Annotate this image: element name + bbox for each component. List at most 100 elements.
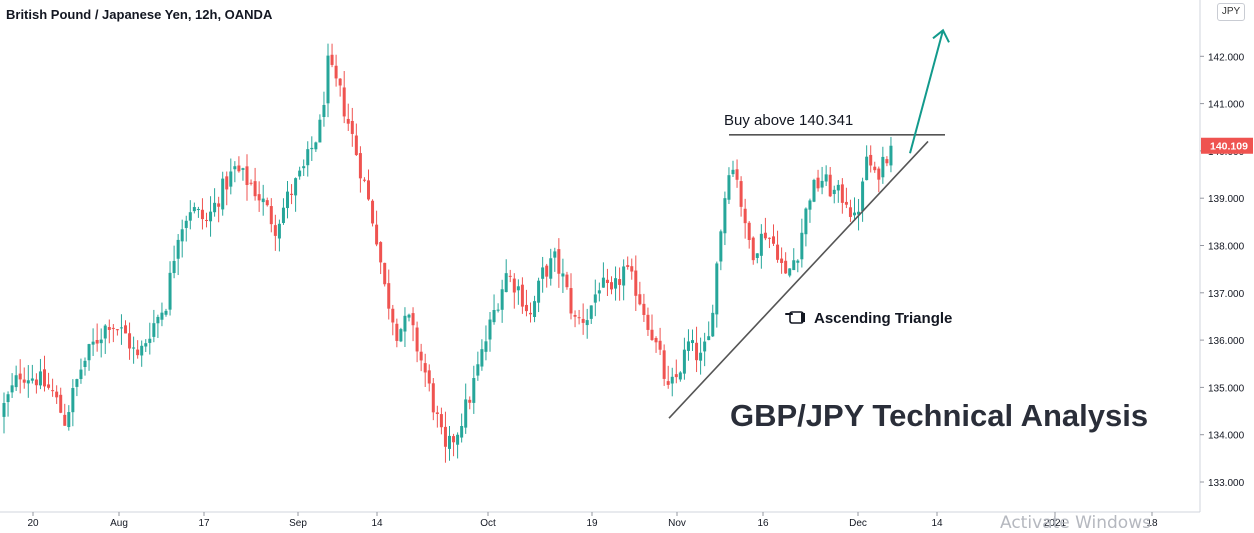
candle-body	[265, 200, 269, 206]
candle-body	[148, 338, 152, 343]
annotations-layer: Buy above 140.341 Ascending Triangle GBP…	[668, 28, 1148, 433]
currency-badge[interactable]: JPY	[1217, 3, 1245, 21]
candle-body	[205, 219, 208, 221]
candle-body	[26, 380, 30, 384]
candle-body	[844, 201, 848, 205]
candle-body	[784, 260, 788, 274]
candle-body	[585, 320, 589, 326]
candle-body	[861, 181, 865, 211]
candle-body	[541, 267, 545, 279]
y-tick-label: 133.000	[1208, 478, 1245, 489]
candle-body	[419, 351, 423, 361]
candle-body	[545, 265, 549, 277]
x-tick-label: Nov	[668, 518, 686, 529]
candle-body	[192, 207, 196, 212]
candle-body	[237, 165, 241, 172]
candle-body	[703, 341, 707, 352]
candle-body	[464, 399, 468, 428]
candle-body	[184, 220, 188, 228]
x-tick-label: 2021	[1044, 518, 1067, 529]
candle-body	[573, 315, 577, 317]
candle-body	[476, 364, 480, 376]
pointing-hand-icon	[785, 311, 805, 324]
candle-body	[468, 399, 472, 403]
candle-body	[115, 329, 119, 331]
candle-body	[504, 273, 508, 293]
candle-body	[877, 168, 881, 180]
candle-body	[529, 312, 532, 315]
candle-body	[334, 65, 338, 79]
candle-body	[176, 239, 180, 259]
y-tick-label: 136.000	[1208, 336, 1245, 347]
candle-body	[14, 375, 18, 388]
candle-body	[735, 169, 739, 180]
candle-body	[614, 278, 618, 289]
candle-body	[403, 315, 407, 332]
candle-body	[605, 279, 609, 284]
candle-body	[314, 142, 318, 150]
candle-body	[780, 258, 784, 263]
candle-body	[47, 384, 51, 388]
candle-body	[682, 349, 686, 374]
x-tick-label: Aug	[110, 518, 128, 529]
candle-body	[95, 339, 99, 344]
candle-body	[836, 184, 840, 191]
candle-body	[132, 347, 136, 349]
x-tick-label: 17	[198, 518, 210, 529]
last-price-label: 140.109	[1210, 141, 1248, 153]
candle-body	[249, 182, 253, 184]
candle-body	[22, 379, 26, 383]
candle-body	[723, 198, 727, 234]
candle-body	[168, 272, 172, 310]
candle-body	[391, 308, 395, 323]
candle-body	[379, 242, 383, 263]
x-tick-label: 16	[757, 518, 769, 529]
candle-body	[253, 181, 257, 197]
candle-body	[18, 373, 22, 380]
candle-body	[460, 426, 464, 438]
candle-body	[75, 379, 79, 387]
symbol-title: British Pound / Japanese Yen, 12h, OANDA	[6, 7, 273, 22]
candle-body	[427, 370, 431, 384]
candle-body	[87, 344, 91, 361]
candle-body	[808, 200, 812, 210]
candle-body	[695, 342, 699, 361]
candle-body	[200, 209, 204, 220]
candle-body	[261, 198, 265, 203]
last-price-tag: 140.109	[1201, 137, 1253, 154]
candle-body	[322, 104, 326, 118]
candle-body	[488, 319, 492, 340]
candle-body	[885, 159, 889, 164]
ascending-support-line[interactable]	[668, 140, 929, 419]
y-tick-label: 142.000	[1208, 52, 1245, 63]
x-tick-label: 18	[1146, 518, 1158, 529]
candle-body	[128, 333, 132, 349]
candle-body	[439, 414, 443, 428]
candle-body	[533, 301, 537, 318]
y-tick-label: 141.000	[1208, 100, 1245, 111]
candle-body	[281, 207, 285, 224]
candle-body	[828, 174, 832, 197]
candle-body	[225, 176, 229, 190]
candle-body	[642, 303, 646, 315]
candle-body	[747, 222, 751, 240]
candle-body	[342, 87, 346, 117]
candle-body	[889, 145, 893, 166]
ascending-triangle-label: Ascending Triangle	[814, 310, 952, 327]
candle-body	[63, 414, 67, 426]
candle-body	[448, 435, 451, 449]
candle-body	[516, 286, 520, 291]
candle-body	[731, 169, 735, 175]
candle-body	[6, 394, 10, 403]
candle-body	[853, 212, 856, 216]
candle-body	[630, 266, 634, 272]
candle-body	[103, 325, 107, 339]
y-tick-label: 139.000	[1208, 194, 1245, 205]
candle-body	[796, 260, 800, 263]
candle-body	[699, 352, 703, 361]
candle-body	[452, 436, 456, 443]
candle-body	[589, 305, 593, 319]
breakout-arrow-shaft[interactable]	[909, 30, 944, 154]
candle-body	[832, 189, 836, 195]
